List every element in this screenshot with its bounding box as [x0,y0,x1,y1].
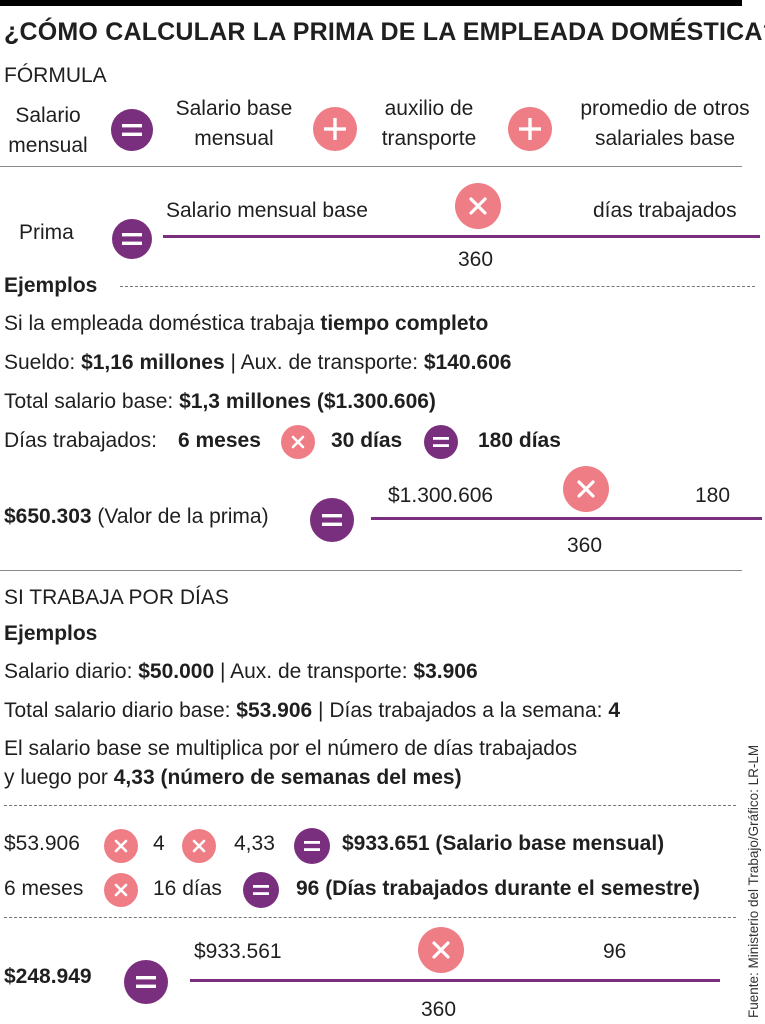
dashed-divider [4,917,736,918]
top-rule [0,0,742,6]
prima-denominator: 360 [458,248,494,271]
equals-icon [424,425,458,459]
example1-numerator-right: 180 [695,484,731,507]
example2-line2-text: Total salario diario base: [4,699,237,722]
prima-numerator-right: días trabajados [593,199,737,222]
example1-aux: $140.606 [423,351,512,374]
fraction-bar [371,517,762,520]
example1-days-a: 6 meses [178,429,261,452]
example1-line2-text: Sueldo: [4,351,82,374]
example1-line2: Sueldo: $1,16 millones | Aux. de transpo… [4,351,511,375]
example1-heading: Ejemplos [4,274,98,297]
equals-icon [243,872,279,908]
example2-line3: El salario base se multiplica por el núm… [4,737,578,760]
formula-term2-line2: transporte [381,127,477,150]
equals-icon [294,828,330,864]
calc1-result: $933.651 (Salario base mensual) [342,832,665,855]
formula-term-salario-base: Salario base mensual [170,94,298,154]
formula-term-auxilio: auxilio de transporte [372,94,486,154]
multiply-icon [104,829,138,863]
example2-denominator: 360 [421,998,457,1021]
example1-result-note: (Valor de la prima) [91,505,269,528]
example2-line2-mid: | Días trabajados a la semana: [312,699,609,722]
example1-result-value: $650.303 [4,505,92,528]
example2-dias-semana: 4 [608,699,621,722]
example1-sueldo: $1,16 millones [81,351,225,374]
example2-subheading: Ejemplos [4,622,98,645]
multiply-icon [455,183,501,229]
fraction-bar [190,979,720,982]
multiply-icon [281,425,315,459]
calc2-a: 6 meses [4,877,84,900]
formula-heading: FÓRMULA [4,64,107,87]
equals-icon [310,498,354,542]
calc1-a: $53.906 [4,832,80,855]
plus-icon [508,107,552,151]
example2-result: $248.949 [4,965,92,988]
example1-denominator: 360 [567,534,603,557]
formula-term1-line1: Salario base [175,97,293,120]
example2-line2: Total salario diario base: $53.906 | Día… [4,699,620,723]
calc1-b: 4 [153,832,165,855]
example2-salario-diario: $50.000 [138,660,215,683]
formula-term3-line1: promedio de otros [580,97,750,120]
calc1-c: 4,33 [234,832,275,855]
example1-line3: Total salario base: $1,3 millones ($1.30… [4,390,436,414]
formula-lhs-line2: mensual [8,134,88,157]
example2-line1-text: Salario diario: [4,660,139,683]
dashed-divider [4,805,736,806]
example1-line1-bold: tiempo completo [320,312,489,335]
example1-total: $1,3 millones ($1.300.606) [179,390,436,413]
dashed-divider [120,286,755,287]
example2-total-diario: $53.906 [236,699,313,722]
example1-days-b: 30 días [331,429,403,452]
section-divider [0,570,742,571]
section-divider [0,166,742,167]
formula-lhs: Salario mensual [4,101,92,161]
example1-days-label: Días trabajados: [4,429,157,452]
equals-icon [112,219,152,259]
example1-days-result: 180 días [478,429,561,452]
example2-heading: SI TRABAJA POR DÍAS [4,586,229,609]
formula-term3-line2: salariales base [594,127,736,150]
formula-term2-line1: auxilio de [384,97,474,120]
example1-line3-text: Total salario base: [4,390,180,413]
plus-icon [313,107,357,151]
multiply-icon [104,873,138,907]
multiply-icon [182,829,216,863]
example1-line1: Si la empleada doméstica trabaja tiempo … [4,312,488,336]
example2-line1-mid: | Aux. de transporte: [214,660,414,683]
equals-icon [124,960,168,1004]
example2-line4-text: y luego por [4,766,114,789]
example2-line4-bold: 4,33 (número de semanas del mes) [113,766,462,789]
formula-term-promedio: promedio de otros salariales base [566,94,764,154]
source-credit: Fuente: Ministerio del Trabajo/Gráfico: … [746,744,761,1018]
calc2-result: 96 (Días trabajados durante el semestre) [296,877,700,900]
example2-aux: $3.906 [413,660,478,683]
multiply-icon [563,466,609,512]
example1-line1-text: Si la empleada doméstica trabaja [4,312,321,335]
example2-numerator-right: 96 [603,940,627,963]
calc2-b: 16 días [153,877,222,900]
prima-label: Prima [19,221,74,244]
equals-icon [111,109,153,151]
example1-result: $650.303 (Valor de la prima) [4,505,269,529]
prima-numerator-left: Salario mensual base [166,199,368,222]
page-title: ¿CÓMO CALCULAR LA PRIMA DE LA EMPLEADA D… [4,18,765,46]
example2-line1: Salario diario: $50.000 | Aux. de transp… [4,660,478,684]
example2-numerator-left: $933.561 [194,940,282,963]
formula-term1-line2: mensual [194,127,274,150]
example1-numerator-left: $1.300.606 [388,484,494,507]
example1-line2-mid: | Aux. de transporte: [224,351,424,374]
multiply-icon [418,927,464,973]
formula-lhs-line1: Salario [15,104,81,127]
fraction-bar [163,235,760,238]
example2-line4: y luego por 4,33 (número de semanas del … [4,766,462,790]
